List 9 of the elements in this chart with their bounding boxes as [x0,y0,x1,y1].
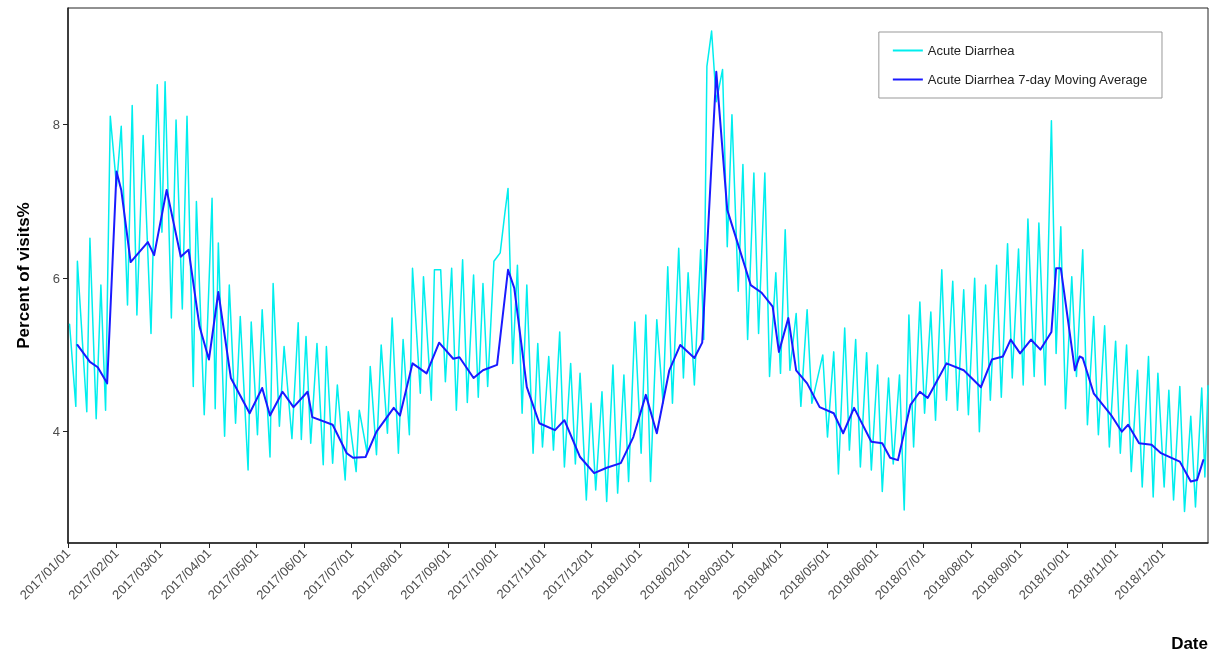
y-tick-label: 4 [52,424,60,440]
y-tick-label: 8 [52,117,60,133]
x-axis-title: Date [1171,634,1208,653]
y-axis-title: Percent of visits% [14,202,33,349]
legend-label: Acute Diarrhea [927,43,1016,58]
line-series [68,30,1209,513]
y-tick-label: 6 [52,270,60,286]
line-series [76,70,1205,483]
legend-label: Acute Diarrhea 7-day Moving Average [927,72,1148,87]
